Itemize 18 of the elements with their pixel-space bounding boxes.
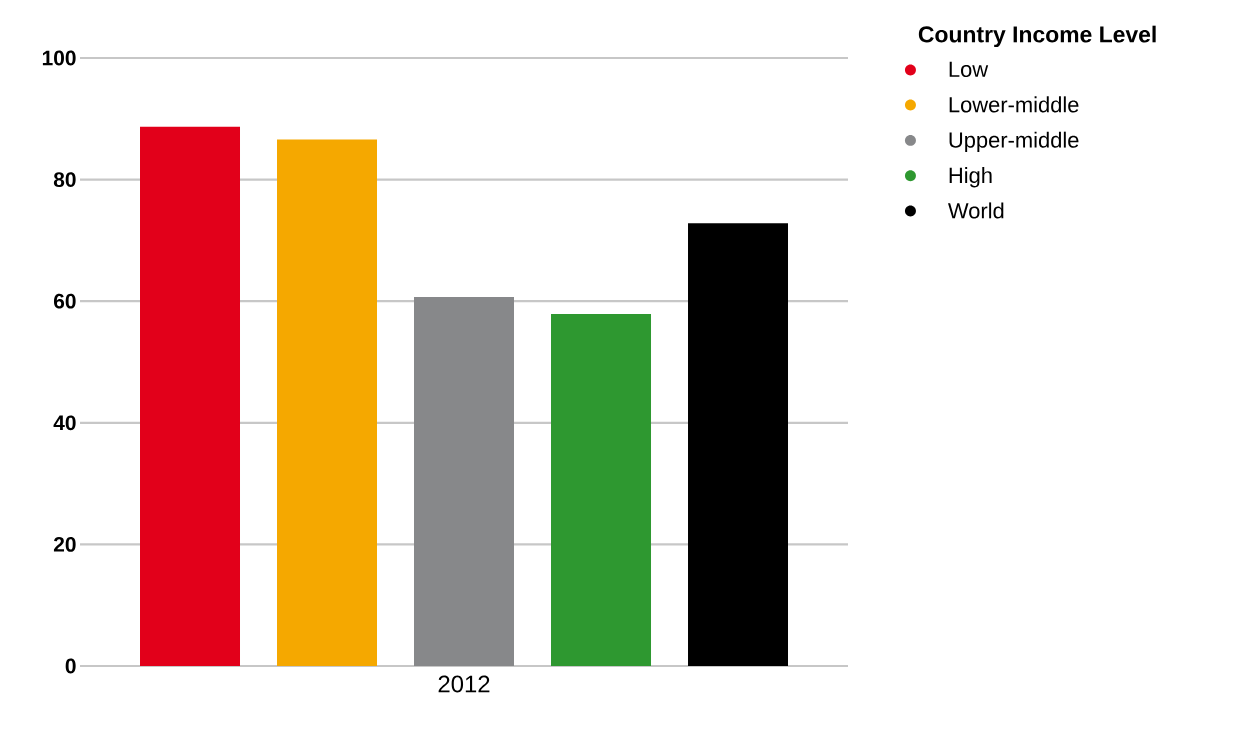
bar [551, 313, 652, 666]
legend-label: High [949, 167, 992, 188]
y-tick-label: 60 [53, 293, 76, 309]
bar [688, 223, 789, 666]
y-tick-label: 100 [42, 50, 76, 66]
x-tick-label: 2012 [438, 675, 490, 693]
bar [414, 296, 515, 666]
bar [140, 126, 240, 666]
legend-label: Low [949, 61, 989, 78]
y-tick-label: 20 [53, 536, 76, 552]
legend-label: World [948, 202, 1004, 219]
y-tick-label: 0 [65, 658, 76, 674]
legend-label: Lower-middle [949, 96, 1079, 113]
y-tick-label: 80 [53, 172, 76, 187]
legend-label: Upper-middle [949, 131, 1079, 153]
legend-title: Country Income Level [918, 25, 1156, 48]
y-tick-label: 40 [53, 415, 76, 431]
bar [277, 139, 378, 666]
